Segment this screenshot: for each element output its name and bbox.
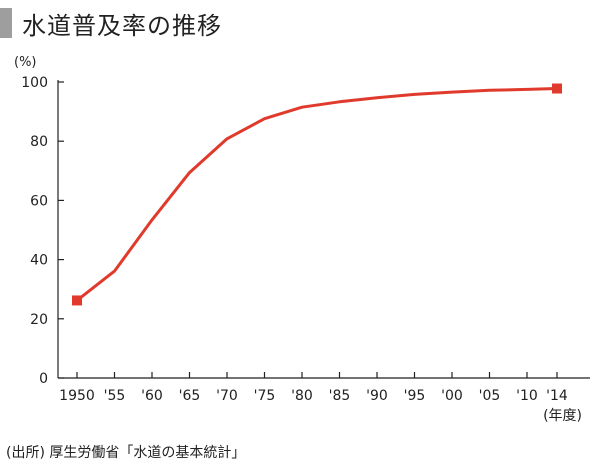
title-bar: 水道普及率の推移 — [0, 6, 222, 40]
x-axis-ticks: 1950 '55 '60 '65 '70 '75 '80 '85 '90 '95 '00 '05 '10… — [59, 372, 568, 404]
x-tick-label: '60 — [141, 388, 163, 404]
x-tick-label: '10 — [516, 388, 538, 404]
title-marker — [0, 8, 12, 38]
source-note: (出所) 厚生労働省「水道の基本統計」 — [6, 445, 246, 461]
y-tick-label: 100 — [21, 75, 48, 91]
x-tick-label: '00 — [441, 388, 463, 404]
x-tick-label: '75 — [254, 388, 276, 404]
start-point-marker — [72, 295, 82, 306]
chart-axes — [57, 80, 590, 379]
y-axis-unit: (%) — [14, 55, 37, 70]
x-tick-label: '14 — [546, 388, 568, 404]
x-tick-label: 1950 — [59, 388, 95, 404]
chart-title: 水道普及率の推移 — [22, 11, 222, 40]
x-axis-unit: (年度) — [543, 408, 582, 424]
y-axis-ticks: 0 20 40 60 80 100 — [21, 75, 64, 387]
y-tick-label: 80 — [30, 134, 48, 150]
x-tick-label: '85 — [329, 388, 351, 404]
x-tick-label: '70 — [216, 388, 238, 404]
x-tick-label: '65 — [179, 388, 201, 404]
y-tick-label: 0 — [39, 371, 48, 387]
line-chart: 0 20 40 60 80 100 1950 '55 '60 '65 '70 '75 '80 '85 '9… — [14, 55, 590, 424]
x-tick-label: '95 — [404, 388, 426, 404]
x-tick-label: '80 — [291, 388, 313, 404]
y-tick-label: 40 — [30, 253, 48, 269]
x-tick-label: '90 — [366, 388, 388, 404]
y-tick-label: 20 — [30, 312, 48, 328]
end-point-marker — [552, 83, 562, 94]
x-tick-label: '55 — [104, 388, 126, 404]
x-tick-label: '05 — [479, 388, 501, 404]
series-water-supply-rate — [72, 83, 562, 306]
series-line — [75, 87, 559, 302]
y-tick-label: 60 — [30, 193, 48, 209]
